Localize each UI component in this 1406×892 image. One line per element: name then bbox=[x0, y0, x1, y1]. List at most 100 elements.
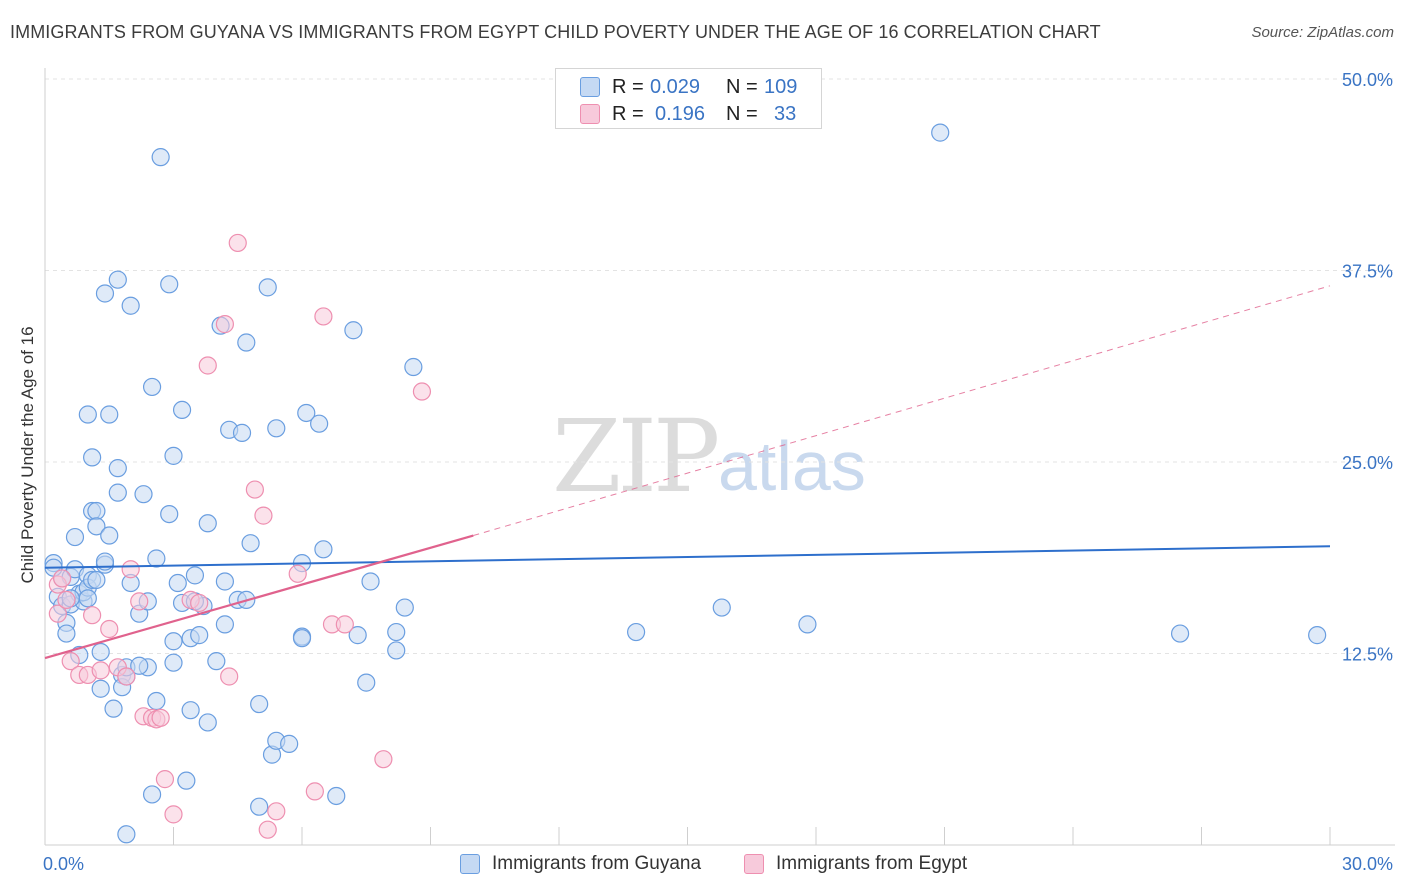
guyana-point bbox=[232, 423, 252, 442]
guyana-point bbox=[108, 270, 127, 289]
egypt-point bbox=[314, 307, 333, 326]
guyana-point bbox=[147, 691, 166, 711]
legend-n-label: N = bbox=[726, 76, 758, 98]
y-tick-label: 50.0% bbox=[1342, 70, 1393, 90]
guyana-point bbox=[198, 514, 217, 533]
guyana-point bbox=[292, 629, 312, 648]
guyana-point bbox=[280, 734, 299, 753]
guyana-point bbox=[147, 549, 166, 568]
legend-r-value: 0.029 bbox=[650, 76, 701, 98]
guyana-point bbox=[100, 526, 119, 545]
legend-row-egypt: R = 0.196 N = 33 bbox=[580, 101, 820, 127]
guyana-point bbox=[258, 278, 277, 297]
guyana-point bbox=[151, 148, 170, 167]
egypt-point bbox=[305, 782, 324, 801]
guyana-point bbox=[237, 333, 256, 352]
guyana-point bbox=[117, 825, 136, 844]
guyana-point bbox=[177, 771, 196, 790]
legend-r-label: R = bbox=[612, 76, 644, 98]
guyana-point bbox=[65, 527, 85, 547]
guyana-point bbox=[215, 572, 234, 591]
egypt-point bbox=[190, 593, 209, 613]
guyana-point bbox=[1170, 624, 1190, 643]
egypt-point bbox=[83, 606, 102, 625]
egypt-point bbox=[288, 564, 307, 583]
egypt-point bbox=[254, 506, 273, 525]
guyana-point bbox=[130, 656, 149, 675]
guyana-point bbox=[78, 405, 97, 424]
guyana-point bbox=[164, 446, 183, 465]
egypt-point bbox=[130, 592, 149, 611]
egypt-point bbox=[215, 315, 234, 334]
legend-r-label: R = bbox=[612, 103, 644, 125]
guyana-point bbox=[931, 123, 950, 142]
bottom-legend-swatch-pink bbox=[744, 854, 764, 874]
bottom-legend-label: Immigrants from Guyana bbox=[492, 853, 702, 874]
guyana-point bbox=[314, 540, 333, 559]
guyana-point bbox=[387, 622, 406, 642]
egypt-point bbox=[220, 667, 239, 686]
guyana-point bbox=[712, 598, 731, 617]
guyana-point bbox=[168, 573, 187, 593]
guyana-point bbox=[310, 414, 329, 433]
y-tick-label: 37.5% bbox=[1342, 262, 1393, 282]
guyana-point bbox=[404, 357, 423, 377]
guyana-point bbox=[160, 275, 179, 294]
guyana-point bbox=[172, 400, 192, 420]
guyana-point bbox=[215, 615, 234, 634]
guyana-point bbox=[57, 624, 76, 643]
guyana-point bbox=[250, 694, 269, 714]
guyana-point bbox=[121, 296, 140, 315]
guyana-point bbox=[190, 626, 209, 645]
egypt-point bbox=[228, 233, 247, 253]
egypt-trend-line bbox=[44, 534, 474, 660]
chart-title: IMMIGRANTS FROM GUYANA VS IMMIGRANTS FRO… bbox=[10, 22, 1101, 42]
guyana-point bbox=[104, 699, 123, 718]
guyana-point bbox=[327, 786, 346, 806]
guyana-point bbox=[241, 534, 260, 553]
guyana-point bbox=[164, 632, 183, 651]
egypt-point bbox=[53, 569, 72, 588]
guyana-point bbox=[387, 641, 406, 660]
egypt-point bbox=[267, 802, 286, 821]
guyana-point bbox=[348, 626, 367, 645]
guyana-point bbox=[164, 653, 183, 672]
legend-n-label: N = bbox=[726, 103, 758, 125]
x-tick-label: 0.0% bbox=[43, 854, 84, 874]
guyana-point bbox=[108, 483, 127, 502]
egypt-point bbox=[164, 805, 183, 824]
guyana-point bbox=[357, 673, 376, 692]
guyana-point bbox=[78, 589, 97, 608]
egypt-point bbox=[117, 667, 136, 686]
guyana-point bbox=[198, 713, 217, 732]
watermark-zip: ZIP bbox=[552, 398, 720, 515]
y-axis-title: Child Poverty Under the Age of 16 bbox=[18, 326, 37, 583]
guyana-point bbox=[134, 485, 153, 504]
egypt-point bbox=[57, 590, 76, 609]
legend-n-value: 33 bbox=[774, 103, 797, 125]
guyana-point bbox=[361, 572, 380, 591]
guyana-point bbox=[344, 321, 363, 340]
guyana-point bbox=[95, 284, 115, 303]
guyana-point bbox=[1308, 626, 1327, 645]
egypt-point bbox=[412, 382, 432, 401]
egypt-point bbox=[245, 480, 264, 499]
legend-swatch-pink bbox=[580, 104, 600, 124]
egypt-point bbox=[198, 356, 217, 375]
legend-n-value: 109 bbox=[764, 76, 798, 98]
guyana-point bbox=[267, 419, 286, 438]
egypt-point bbox=[374, 750, 393, 769]
guyana-point bbox=[91, 642, 110, 662]
guyana-point bbox=[83, 448, 102, 467]
x-tick-label: 30.0% bbox=[1342, 854, 1393, 874]
y-tick-label: 12.5% bbox=[1342, 645, 1393, 665]
guyana-point bbox=[142, 785, 162, 804]
guyana-point bbox=[181, 701, 200, 720]
egypt-point bbox=[335, 615, 354, 634]
egypt-trend-extension bbox=[473, 285, 1331, 537]
egypt-point bbox=[91, 661, 110, 680]
guyana-point bbox=[87, 570, 106, 590]
legend-row-guyana: R = 0.029 N = 109 bbox=[580, 74, 820, 100]
guyana-point bbox=[297, 403, 316, 423]
